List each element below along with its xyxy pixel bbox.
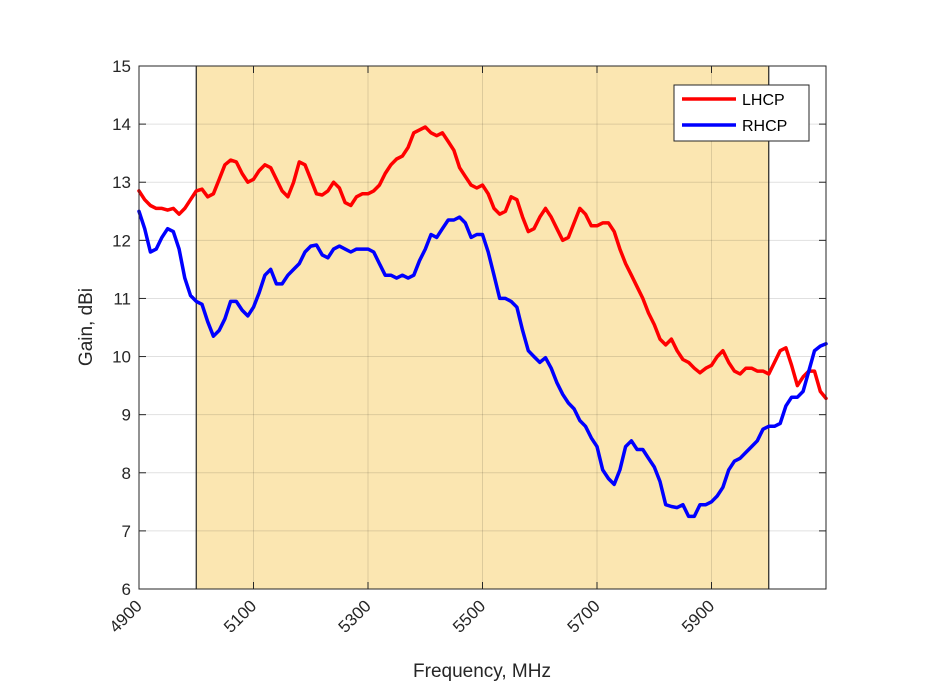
y-tick-label: 15 xyxy=(112,57,131,76)
y-tick-label: 6 xyxy=(122,580,131,599)
series-line-lhcp xyxy=(137,125,828,401)
series-line-rhcp xyxy=(137,209,828,519)
legend-label-rhcp: RHCP xyxy=(742,118,787,135)
legend: LHCP RHCP xyxy=(673,84,810,142)
y-tick-label: 11 xyxy=(113,289,131,308)
highlight-band xyxy=(196,66,769,589)
legend-box xyxy=(673,84,810,142)
x-axis-label: Frequency, MHz xyxy=(413,661,551,682)
y-tick-label: 12 xyxy=(112,231,131,250)
y-tick-label: 14 xyxy=(112,115,131,134)
y-tick-label: 9 xyxy=(122,406,131,425)
y-tick-label: 8 xyxy=(122,464,131,483)
y-tick-label: 10 xyxy=(112,348,131,367)
y-axis-label: Gain, dBi xyxy=(76,288,97,366)
y-tick-label: 13 xyxy=(112,173,131,192)
legend-label-lhcp: LHCP xyxy=(742,92,785,109)
y-tick-label: 7 xyxy=(122,522,131,541)
